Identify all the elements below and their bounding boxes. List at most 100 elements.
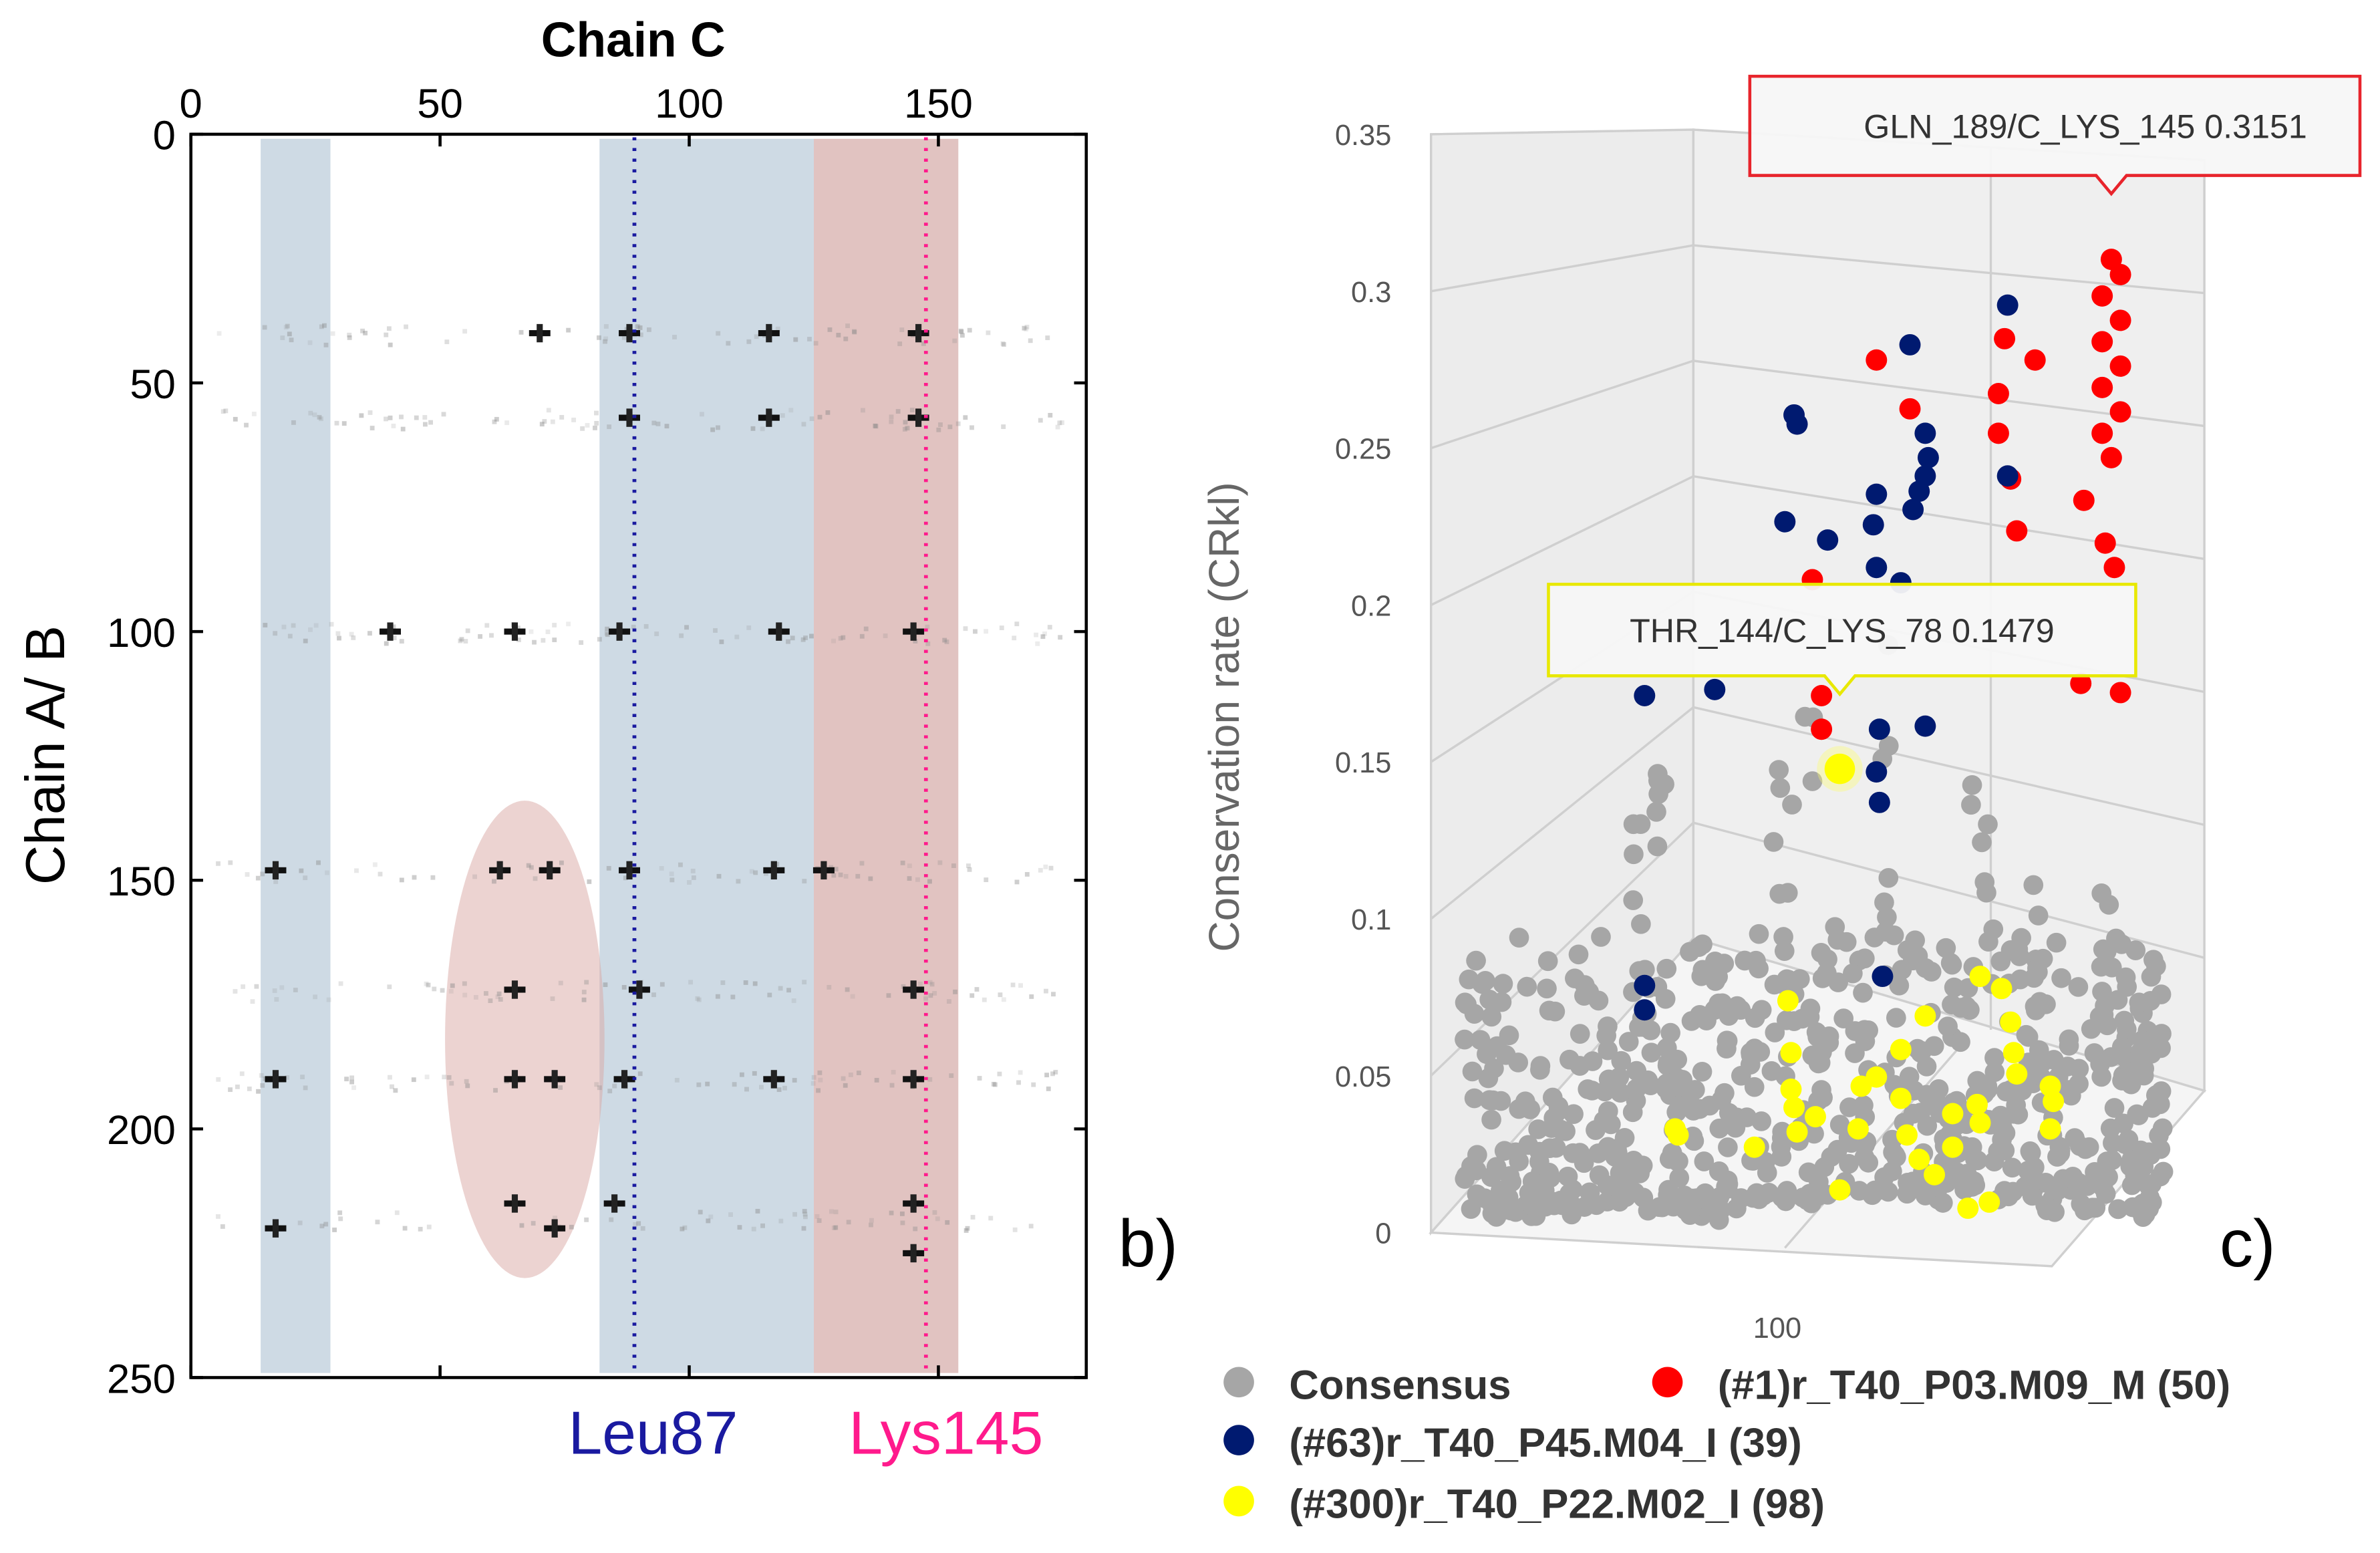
consensus-point: [1652, 1197, 1672, 1218]
x-tick-100: 100: [1753, 1312, 1801, 1345]
consensus-point: [1609, 1067, 1630, 1088]
consensus-point: [1938, 1016, 1958, 1036]
heatmap-cell: [949, 1073, 954, 1079]
series-point: [1866, 349, 1888, 371]
consensus-point: [2134, 1058, 2155, 1079]
heatmap-cell: [422, 422, 428, 427]
heatmap-noise: [216, 323, 1064, 1233]
heatmap-cell: [827, 984, 832, 990]
consensus-point: [1466, 950, 1486, 971]
heatmap-cell: [317, 414, 322, 420]
heatmap-cell: [448, 988, 454, 994]
heatmap-cell: [402, 1226, 408, 1231]
consensus-point: [1882, 1161, 1902, 1181]
heatmap-cell: [281, 624, 287, 629]
heatmap-cell: [829, 1209, 834, 1214]
consensus-point: [1509, 928, 1529, 948]
consensus-point: [1907, 1038, 1928, 1059]
heatmap-cell: [720, 980, 726, 985]
consensus-point: [1839, 1153, 1859, 1174]
consensus-point: [1802, 771, 1823, 791]
heatmap-cell: [291, 420, 296, 425]
grid-line: [1430, 706, 2205, 920]
heatmap-cell: [496, 991, 502, 996]
heatmap-cell: [836, 333, 841, 337]
series-point: [1866, 483, 1888, 505]
series-point: [1987, 383, 2009, 404]
heatmap-cell: [845, 323, 850, 328]
heatmap-cell: [800, 637, 806, 642]
heatmap-cell: [827, 327, 833, 332]
heatmap-cell: [1047, 625, 1052, 629]
heatmap-cell: [763, 871, 768, 876]
consensus-point: [1545, 1137, 1566, 1158]
consensus-point: [1843, 963, 1863, 984]
heatmap-cell: [465, 628, 470, 633]
consensus-point: [1772, 1121, 1793, 1142]
heatmap-cell: [529, 629, 534, 634]
consensus-point: [1611, 1050, 1632, 1071]
heatmap-cell: [247, 1086, 252, 1091]
heatmap-cell: [262, 325, 267, 330]
heatmap-cell: [680, 1226, 685, 1232]
heatmap-cell: [1031, 1082, 1036, 1087]
consensus-point: [1537, 978, 1557, 999]
grid-line: [1784, 1036, 1969, 1249]
consensus-point: [2015, 1176, 2035, 1197]
consensus-point: [1878, 736, 1899, 756]
heatmap-cell: [918, 981, 923, 986]
heatmap-cell: [450, 983, 455, 988]
heatmap-cell: [594, 1082, 599, 1087]
heatmap-cell: [655, 421, 661, 426]
consensus-point: [1692, 1061, 1713, 1082]
consensus-point: [1694, 1151, 1715, 1171]
grid-line: [1431, 244, 2205, 295]
heatmap-cell: [959, 329, 964, 334]
heatmap-cell: [571, 418, 577, 422]
series-point: [1634, 685, 1656, 706]
consensus-point: [2029, 1040, 2049, 1061]
heatmap-cell: [1048, 412, 1053, 418]
heatmap-cell: [801, 1226, 806, 1231]
heatmap-cell: [566, 327, 571, 333]
series-point: [1987, 422, 2009, 444]
heatmap-cell: [354, 868, 359, 873]
consensus-point: [1978, 814, 1998, 835]
y-tick-label: 200: [107, 1107, 176, 1153]
heatmap-cell: [597, 335, 601, 340]
heatmap-cell: [818, 1077, 823, 1083]
consensus-point: [2104, 1098, 2125, 1118]
heatmap-cell: [955, 421, 961, 426]
heatmap-cell: [363, 330, 368, 335]
consensus-point: [1829, 1115, 1850, 1135]
heatmap-cell: [780, 413, 785, 418]
heatmap-cell: [587, 879, 592, 884]
consensus-point: [1467, 1145, 1487, 1165]
heatmap-cell: [323, 1222, 329, 1227]
heatmap-cell: [753, 870, 758, 875]
heatmap-cell: [462, 981, 467, 986]
consensus-point: [1867, 1181, 1888, 1201]
heatmap-cell: [462, 992, 468, 998]
consensus-point: [1491, 1091, 1511, 1111]
heatmap-cell: [848, 1073, 853, 1077]
consensus-point: [2059, 1029, 2079, 1050]
consensus-point: [1478, 1068, 1499, 1089]
heatmap-cell: [958, 328, 963, 333]
heatmap-cell: [937, 860, 943, 865]
heatmap-cell: [706, 1218, 711, 1224]
consensus-point: [1811, 1080, 1831, 1100]
consensus-point: [1494, 1141, 1515, 1161]
legend-marker: [1223, 1486, 1254, 1517]
heatmap-cell: [1057, 420, 1062, 426]
heatmap-cell: [997, 1071, 1002, 1077]
consensus-point: [2101, 1047, 2121, 1067]
panel-label-b: b): [1119, 1206, 1178, 1281]
heatmap-cell: [228, 860, 233, 865]
heatmap-cell: [244, 422, 249, 428]
consensus-point: [1559, 1049, 1580, 1070]
series-point: [1908, 1149, 1930, 1170]
heatmap-cell: [965, 1226, 970, 1231]
series-point: [1902, 499, 1924, 521]
consensus-point: [1508, 1052, 1529, 1073]
